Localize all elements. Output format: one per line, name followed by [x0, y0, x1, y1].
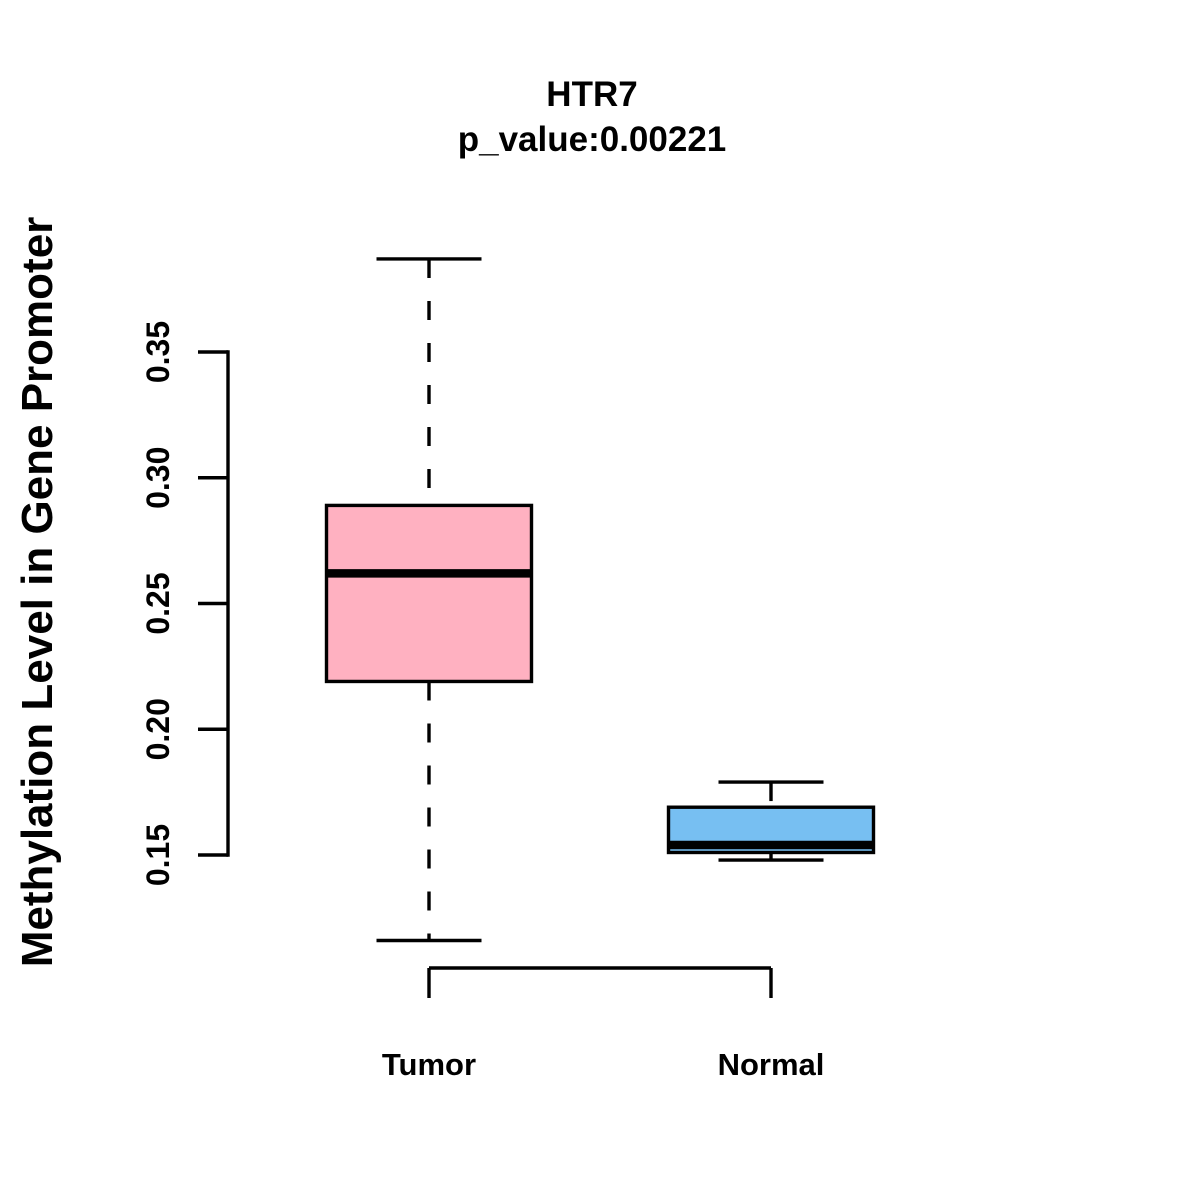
y-tick-label: 0.25 [140, 572, 176, 634]
y-tick-label: 0.15 [140, 824, 176, 886]
x-category-label-tumor: Tumor [382, 1047, 476, 1082]
x-category-label-normal: Normal [718, 1047, 825, 1082]
box-tumor [324, 503, 534, 684]
chart-generated-layer: 0.15 0.20 0.25 0.30 0.35 [140, 257, 876, 998]
y-tick-label: 0.35 [140, 321, 176, 383]
chart-subtitle: p_value:0.00221 [458, 120, 727, 159]
y-tick-label: 0.20 [140, 698, 176, 760]
y-tick-label: 0.30 [140, 447, 176, 509]
y-axis-label: Methylation Level in Gene Promoter [13, 217, 62, 968]
chart-title: HTR7 [546, 75, 637, 114]
